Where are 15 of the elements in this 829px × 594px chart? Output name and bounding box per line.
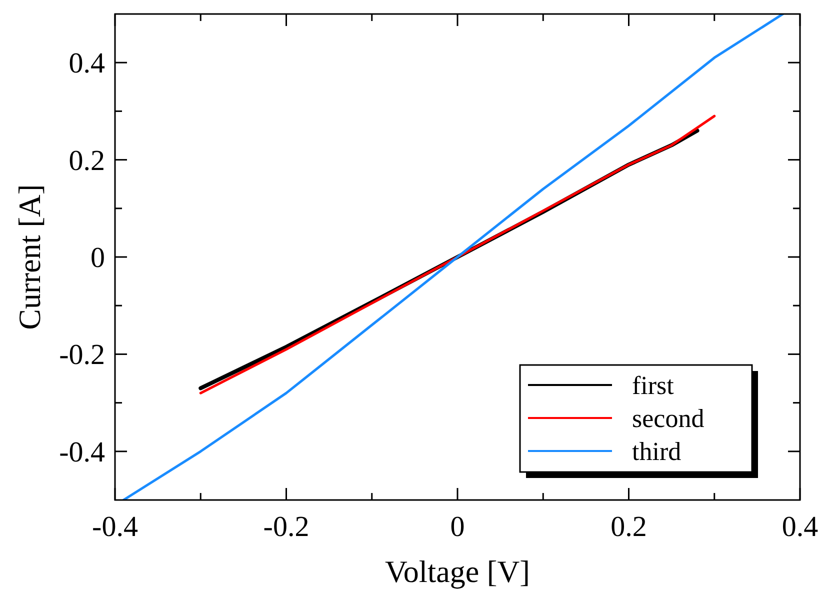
x-tick-label: -0.2	[263, 511, 310, 543]
legend-label: third	[632, 437, 682, 466]
y-tick-label: -0.4	[59, 436, 106, 468]
y-tick-label: 0.4	[68, 48, 106, 80]
x-tick-label: 0.4	[782, 511, 819, 543]
x-axis-title: Voltage [V]	[385, 554, 530, 589]
x-tick-label: 0.2	[610, 511, 647, 543]
legend-label: second	[632, 404, 704, 433]
y-axis-title: Current [A]	[12, 184, 47, 330]
y-tick-label: -0.2	[59, 339, 105, 372]
y-tick-label: 0	[90, 242, 105, 274]
legend-label: first	[632, 371, 675, 400]
x-tick-label: 0	[450, 511, 465, 543]
y-tick-label: 0.2	[68, 144, 105, 177]
x-tick-label: -0.4	[92, 511, 138, 543]
